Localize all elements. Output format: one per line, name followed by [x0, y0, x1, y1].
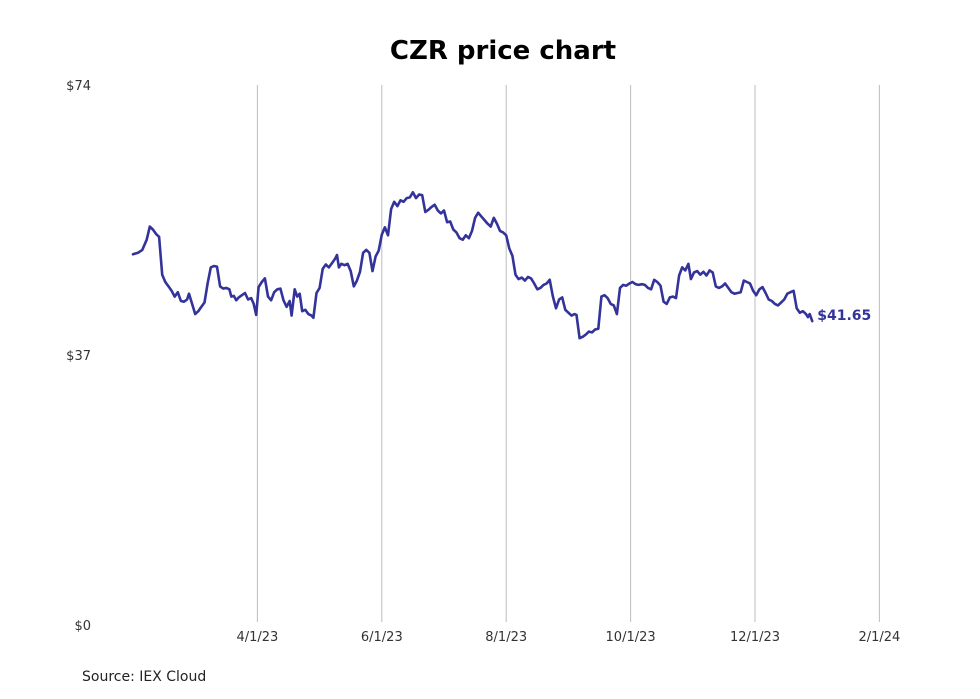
y-axis-ticks: $74 $37 $0: [66, 79, 91, 634]
source-note: Source: IEX Cloud: [82, 669, 207, 685]
y-tick-label: $0: [74, 619, 91, 634]
y-tick-label: $74: [66, 79, 91, 94]
y-tick-label: $37: [66, 349, 91, 364]
x-tick-label: 2/1/24: [858, 630, 900, 645]
chart-title: CZR price chart: [390, 36, 616, 66]
gridlines: [256, 85, 880, 622]
last-price-label: $41.65: [817, 308, 871, 324]
x-tick-label: 8/1/23: [485, 630, 527, 645]
x-tick-label: 4/1/23: [236, 630, 278, 645]
x-tick-label: 6/1/23: [361, 630, 403, 645]
x-axis-ticks: 4/1/23 6/1/23 8/1/23 10/1/23 12/1/23 2/1/24: [236, 630, 900, 645]
x-tick-label: 10/1/23: [606, 630, 656, 645]
czr-price-line: [131, 191, 814, 340]
x-tick-label: 12/1/23: [730, 630, 780, 645]
